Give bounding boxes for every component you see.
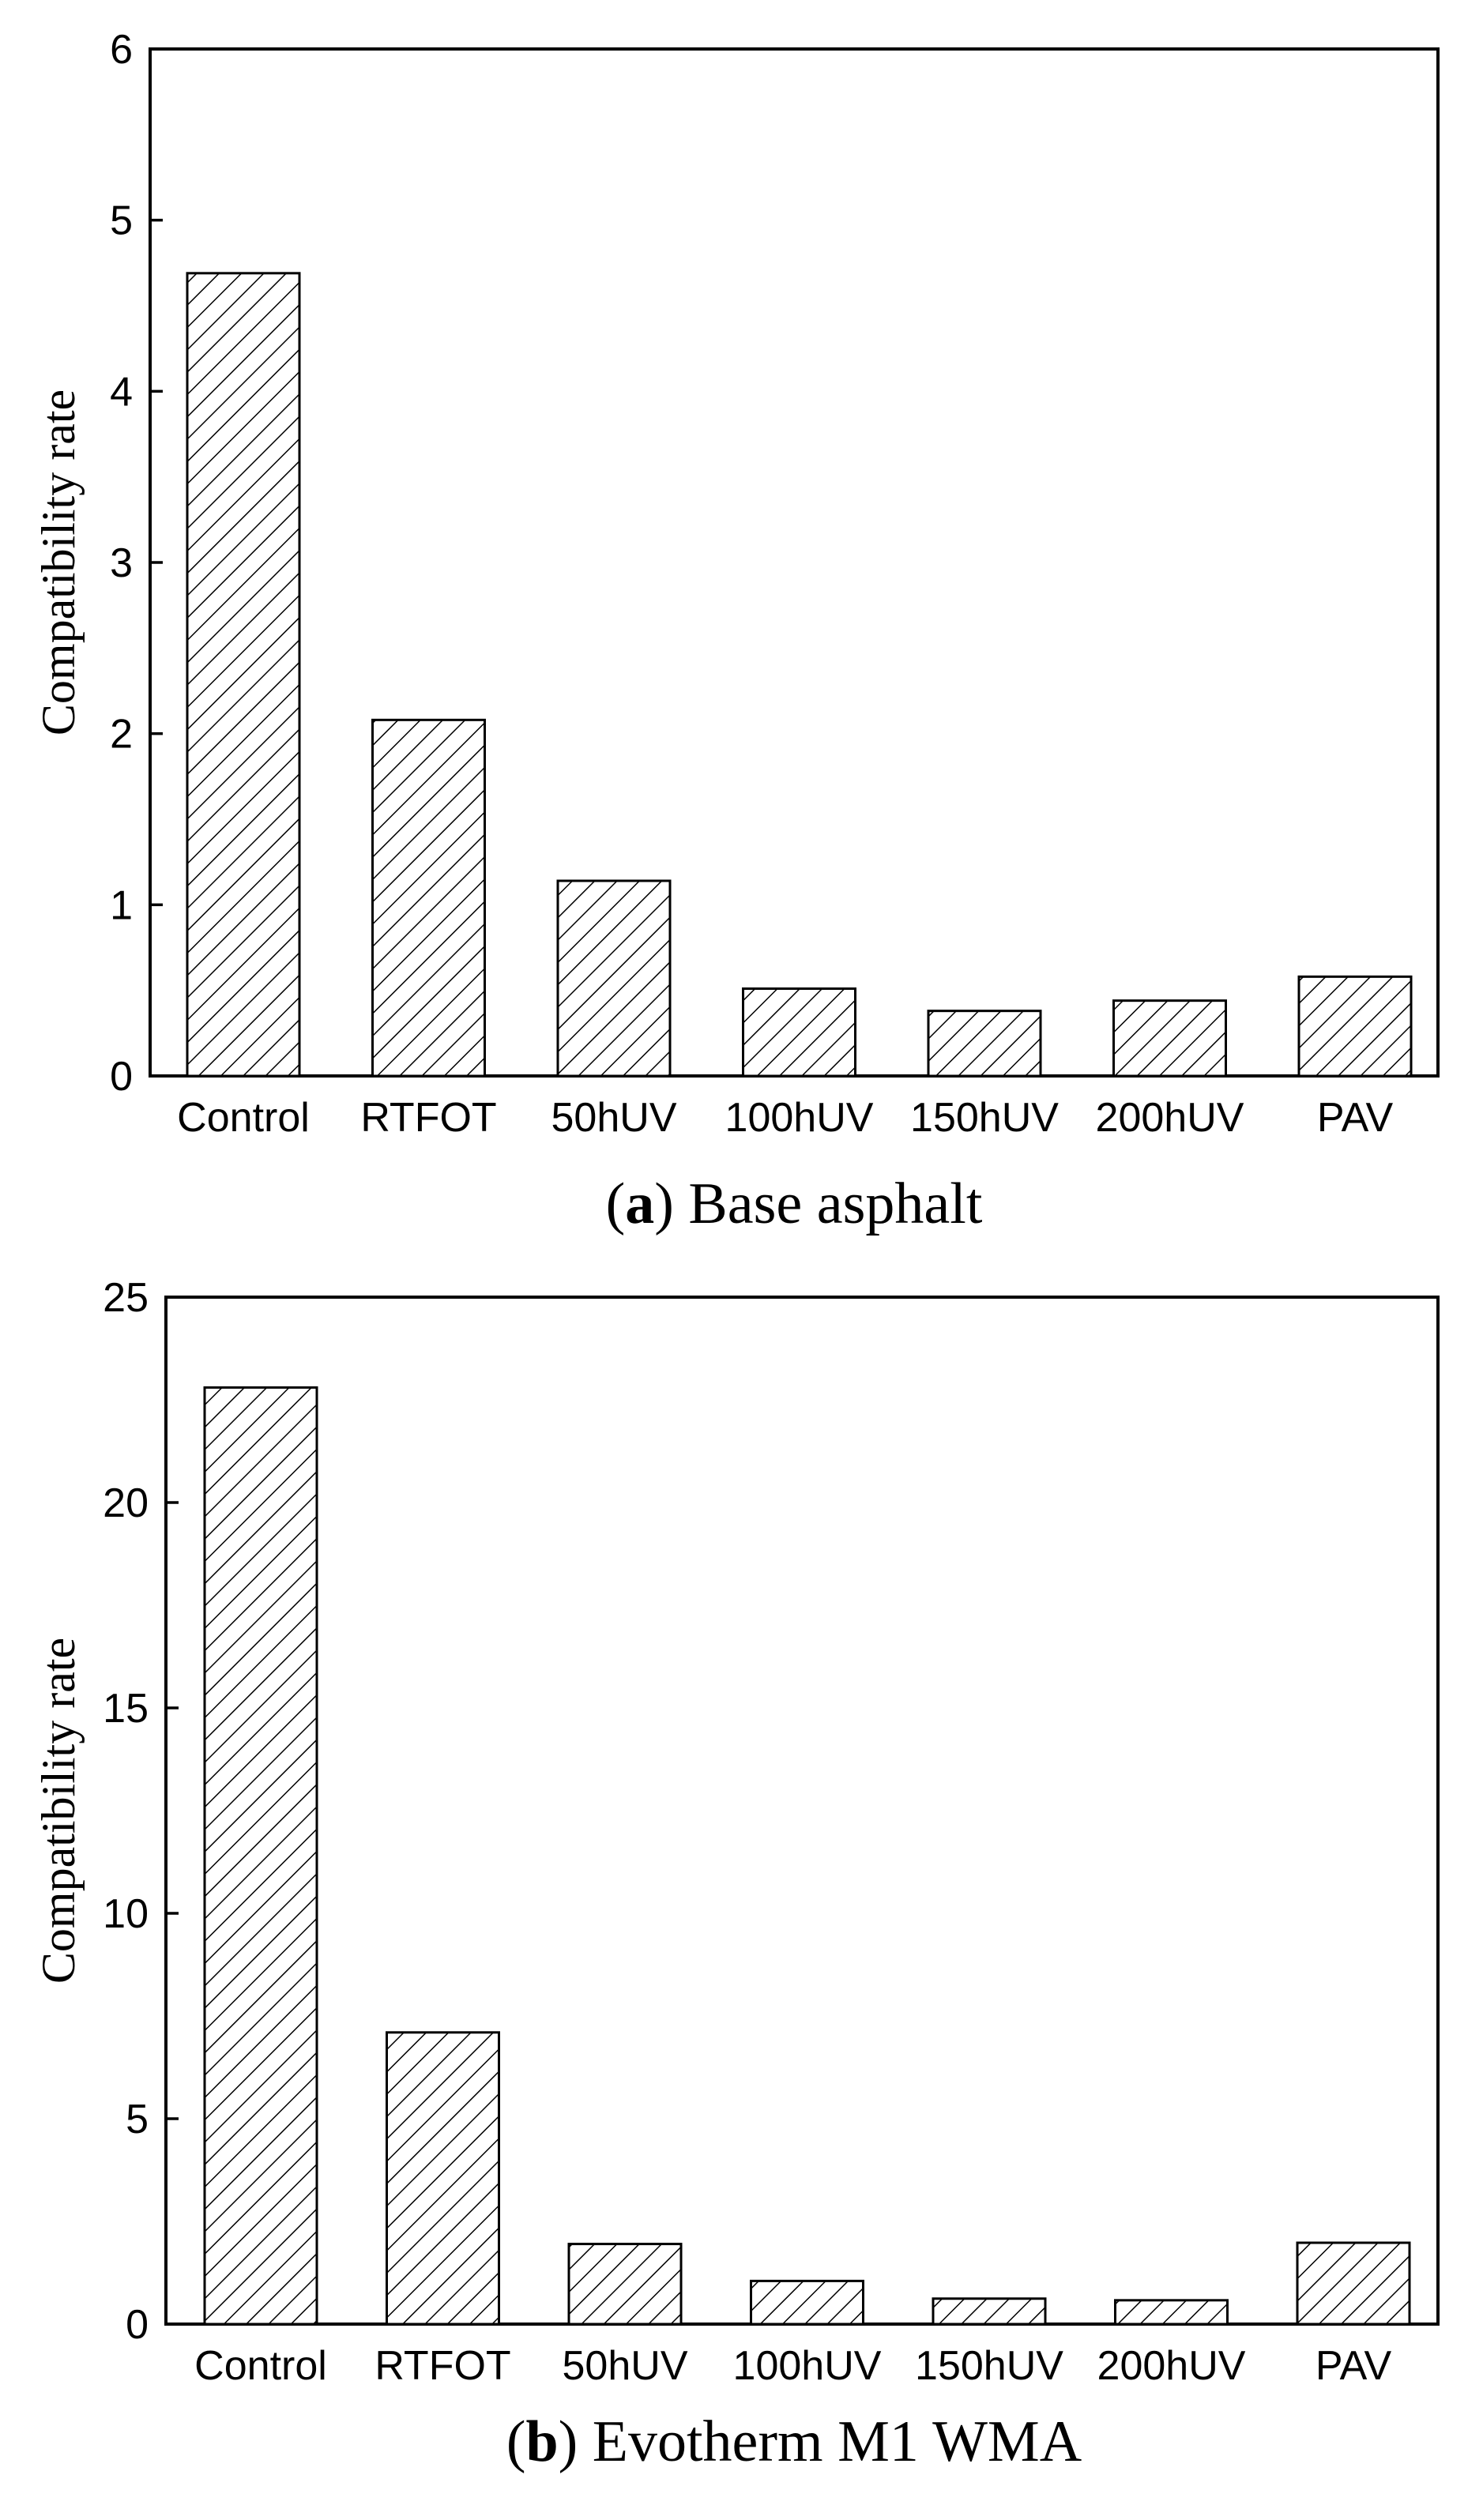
chart-a: 0 1 2 3 4 5 6 Control RTFOT 50hUV 100hUV 150hUV 200… <box>32 27 1440 1236</box>
x-tick-label-a-6: PAV <box>1317 1095 1394 1141</box>
y-tick-label-a-0: 0 <box>110 1054 133 1100</box>
bar-a-200huv <box>1112 999 1227 1078</box>
x-tick-label-b-3: 100hUV <box>733 2343 882 2389</box>
y-tick-label-a-2: 2 <box>110 712 133 758</box>
plot-frame-a <box>149 47 1440 1078</box>
x-axis-a: Control RTFOT 50hUV 100hUV 150hUV 200hUV PAV <box>177 1095 1393 1141</box>
x-tick-label-b-6: PAV <box>1316 2343 1392 2389</box>
x-tick-label-b-0: Control <box>194 2343 327 2389</box>
x-tick-label-a-2: 50hUV <box>551 1095 677 1141</box>
y-tick-label-a-5: 5 <box>110 198 133 244</box>
y-tick-label-b-3: 15 <box>103 1686 149 1732</box>
bar-a-pav <box>1297 975 1413 1078</box>
bar-b-100huv <box>750 2279 864 2326</box>
chart-b: 0 5 10 15 20 25 Control RTFOT 50hUV 100hUV 150hUV… <box>32 1275 1440 2474</box>
bar-a-rtfot <box>371 718 486 1078</box>
bar-b-200huv <box>1114 2299 1229 2326</box>
y-axis-b: 0 5 10 15 20 25 <box>103 1275 179 2348</box>
bar-b-150huv <box>932 2297 1047 2326</box>
bar-a-control <box>186 272 301 1078</box>
y-tick-label-a-4: 4 <box>110 369 133 415</box>
x-tick-label-b-2: 50hUV <box>563 2343 688 2389</box>
y-tick-label-b-1: 5 <box>126 2097 149 2142</box>
caption-text-b: Evotherm M1 WMA <box>593 2409 1082 2474</box>
y-tick-label-a-3: 3 <box>110 540 133 586</box>
bars-a <box>186 272 1413 1078</box>
y-axis-title-a: Compatibility rate <box>32 389 85 735</box>
x-tick-label-a-0: Control <box>177 1095 310 1141</box>
caption-a: (a) Base asphalt <box>606 1172 983 1236</box>
caption-letter-b: b <box>525 2409 558 2474</box>
bar-a-100huv <box>742 987 856 1078</box>
bars-b <box>203 1386 1411 2326</box>
y-tick-label-a-6: 6 <box>110 27 133 73</box>
x-tick-label-b-1: RTFOT <box>375 2343 510 2389</box>
bar-b-rtfot <box>386 2031 500 2326</box>
y-axis-title-b: Compatibility rate <box>32 1638 85 1984</box>
y-tick-label-a-1: 1 <box>110 882 133 928</box>
y-tick-label-b-0: 0 <box>126 2302 149 2348</box>
bar-b-control <box>203 1386 318 2326</box>
x-tick-label-a-5: 200hUV <box>1096 1095 1244 1141</box>
x-axis-b: Control RTFOT 50hUV 100hUV 150hUV 200hUV PAV <box>194 2343 1391 2389</box>
x-tick-label-b-4: 150hUV <box>915 2343 1063 2389</box>
y-axis-a: 0 1 2 3 4 5 6 <box>110 27 163 1100</box>
plot-frame-b <box>164 1296 1440 2326</box>
x-tick-label-b-5: 200hUV <box>1097 2343 1246 2389</box>
caption-text-a: Base asphalt <box>688 1172 982 1236</box>
x-tick-label-a-4: 150hUV <box>910 1095 1059 1141</box>
x-tick-label-a-3: 100hUV <box>725 1095 874 1141</box>
bar-b-50huv <box>567 2243 683 2326</box>
bar-a-150huv <box>927 1010 1042 1078</box>
caption-b: (b) Evotherm M1 WMA <box>506 2409 1082 2474</box>
x-tick-label-a-1: RTFOT <box>360 1095 496 1141</box>
bar-a-50huv <box>556 879 672 1078</box>
y-tick-label-b-2: 10 <box>103 1891 149 1937</box>
bar-b-pav <box>1296 2241 1411 2326</box>
y-tick-label-b-5: 25 <box>103 1275 149 1321</box>
y-tick-label-b-4: 20 <box>103 1480 149 1526</box>
caption-letter-a: a <box>625 1172 654 1236</box>
